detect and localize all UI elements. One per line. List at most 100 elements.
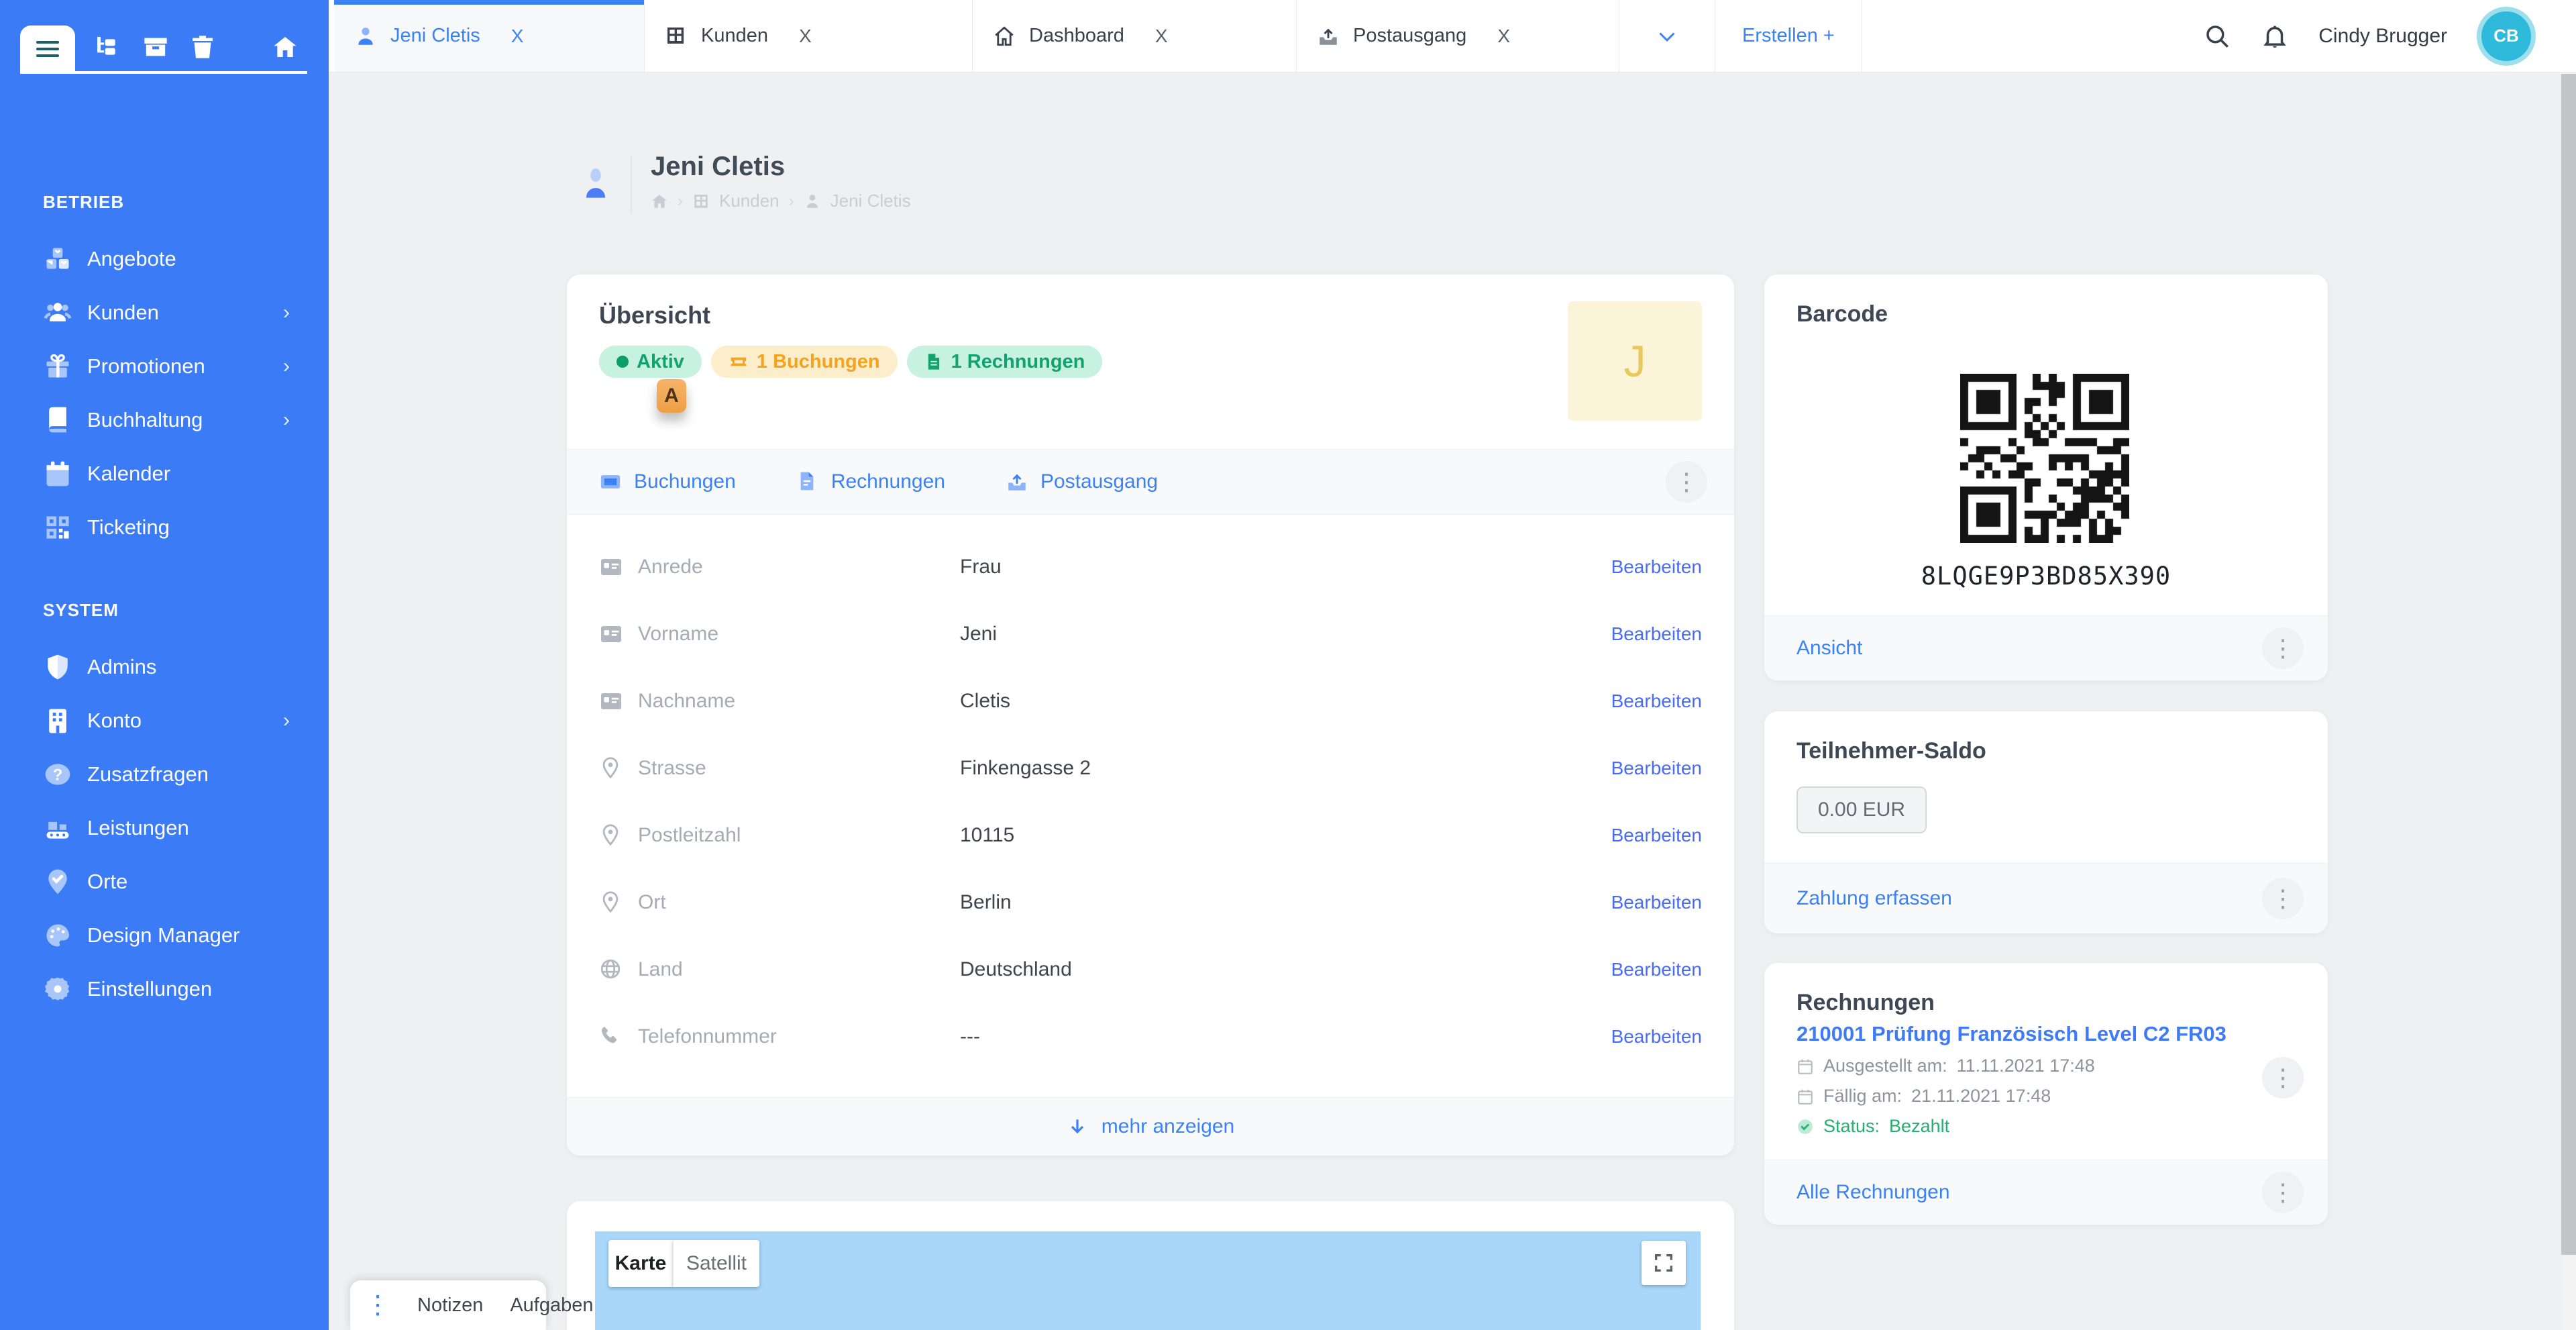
close-icon[interactable]: X <box>799 25 812 46</box>
show-more-link[interactable]: mehr anzeigen <box>1101 1115 1235 1137</box>
overview-tabs: Buchungen Rechnungen Postausgang ⋮ <box>567 449 1734 515</box>
kebab-menu-button[interactable]: ⋮ <box>1666 461 1707 503</box>
avatar[interactable]: CB <box>2477 6 2536 66</box>
edit-button[interactable]: Bearbeiten <box>1611 758 1702 778</box>
edit-button[interactable]: Bearbeiten <box>1611 825 1702 846</box>
tree-view-icon[interactable] <box>94 34 121 60</box>
kebab-menu-button[interactable]: ⋮ <box>2262 1057 2304 1098</box>
invoice-link[interactable]: 210001 Prüfung Französisch Level C2 FR03 <box>1796 1022 2226 1045</box>
archive-icon[interactable] <box>142 34 169 60</box>
due-row: Fällig am: 21.11.2021 17:48 <box>1796 1086 2095 1107</box>
close-icon[interactable]: X <box>511 25 524 46</box>
tab-postausgang[interactable]: Postausgang <box>1006 470 1158 493</box>
edit-button[interactable]: Bearbeiten <box>1611 1026 1702 1047</box>
all-invoices-link[interactable]: Alle Rechnungen <box>1796 1181 1950 1203</box>
section-label-betrieb: BETRIEB <box>43 192 125 212</box>
tab-postausgang[interactable]: Postausgang X <box>1297 0 1619 72</box>
question-icon: ? <box>43 760 72 789</box>
breadcrumb-kunden[interactable]: Kunden <box>719 191 780 211</box>
sidebar-item-label: Angebote <box>87 247 176 270</box>
sidebar-item-promotionen[interactable]: Promotionen › <box>0 340 329 393</box>
sidebar-header <box>0 0 329 74</box>
hamburger-menu-button[interactable] <box>20 25 75 72</box>
check-circle-icon <box>1796 1118 1814 1135</box>
edit-button[interactable]: Bearbeiten <box>1611 959 1702 980</box>
record-payment-link[interactable]: Zahlung erfassen <box>1796 887 1952 909</box>
sidebar-item-orte[interactable]: Orte <box>0 855 329 909</box>
edit-button[interactable]: Bearbeiten <box>1611 556 1702 577</box>
invoices-title: Rechnungen <box>1796 990 1935 1015</box>
section-label-system: SYSTEM <box>43 600 119 620</box>
edit-button[interactable]: Bearbeiten <box>1611 690 1702 711</box>
edit-button[interactable]: Bearbeiten <box>1611 892 1702 913</box>
pin-check-icon <box>43 867 72 897</box>
chevron-right-icon: › <box>283 409 290 431</box>
kebab-menu-button[interactable]: ⋮ <box>2262 878 2304 919</box>
sidebar-item-einstellungen[interactable]: Einstellungen <box>0 962 329 1016</box>
customer-initial-avatar: J <box>1568 301 1702 421</box>
tab-rechnungen[interactable]: Rechnungen <box>796 470 945 493</box>
field-row-ort: Ort Berlin Bearbeiten <box>567 869 1734 936</box>
status-row: Status: Bezahlt <box>1796 1116 2095 1137</box>
home-icon[interactable] <box>651 193 668 210</box>
kebab-menu-button[interactable]: ⋮ <box>2262 627 2304 669</box>
sidebar-item-konto[interactable]: Konto › <box>0 694 329 748</box>
tab-buchungen[interactable]: Buchungen <box>599 470 736 493</box>
field-row-strasse: Strasse Finkengasse 2 Bearbeiten <box>567 735 1734 802</box>
satellite-layer-button[interactable]: Satellit <box>673 1240 759 1287</box>
sidebar-item-ticketing[interactable]: Ticketing <box>0 501 329 554</box>
dock-item-aufgaben[interactable]: Aufgaben <box>510 1294 594 1316</box>
id-card-icon <box>599 689 623 713</box>
home-icon <box>993 25 1016 48</box>
close-icon[interactable]: X <box>1497 25 1510 46</box>
map-canvas[interactable]: Karte Satellit <box>595 1231 1701 1330</box>
field-row-postleitzahl: Postleitzahl 10115 Bearbeiten <box>567 802 1734 869</box>
view-link[interactable]: Ansicht <box>1796 637 1863 659</box>
tab-kunden[interactable]: Kunden X <box>645 0 973 72</box>
sidebar-item-kunden[interactable]: Kunden › <box>0 286 329 340</box>
gift-icon <box>43 352 72 381</box>
tab-dashboard[interactable]: Dashboard X <box>973 0 1297 72</box>
sidebar-item-zusatzfragen[interactable]: ? Zusatzfragen <box>0 748 329 801</box>
user-name[interactable]: Cindy Brugger <box>2318 24 2447 47</box>
sidebar-item-angebote[interactable]: Angebote <box>0 232 329 286</box>
status-dot-icon <box>616 356 629 368</box>
breadcrumb: › Kunden › Jeni Cletis <box>651 191 911 211</box>
sidebar-item-label: Einstellungen <box>87 977 213 1001</box>
conveyor-icon <box>43 813 72 843</box>
show-more-bar[interactable]: mehr anzeigen <box>567 1097 1734 1156</box>
sidebar-item-design-manager[interactable]: Design Manager <box>0 909 329 962</box>
map-layer-button[interactable]: Karte <box>608 1240 673 1287</box>
sidebar-item-buchhaltung[interactable]: Buchhaltung › <box>0 393 329 447</box>
assignee-marker[interactable]: A <box>657 379 686 413</box>
tab-dropdown-button[interactable] <box>1619 0 1715 72</box>
home-icon[interactable] <box>272 34 299 60</box>
sidebar-item-label: Orte <box>87 870 128 893</box>
sidebar-item-label: Promotionen <box>87 354 205 378</box>
bell-icon[interactable] <box>2261 22 2289 50</box>
scrollbar[interactable] <box>2561 72 2576 1330</box>
badge-rechnungen: 1 Rechnungen <box>906 346 1103 378</box>
grid-icon <box>665 25 688 48</box>
scrollbar-thumb[interactable] <box>2561 74 2576 1255</box>
phone-icon <box>599 1025 623 1049</box>
tab-jeni-cletis[interactable]: Jeni Cletis X <box>334 0 645 72</box>
edit-button[interactable]: Bearbeiten <box>1611 623 1702 644</box>
breadcrumb-separator: › <box>678 191 683 210</box>
fullscreen-button[interactable] <box>1642 1241 1686 1285</box>
dock-item-notizen[interactable]: Notizen <box>417 1294 484 1316</box>
close-icon[interactable]: X <box>1155 25 1168 46</box>
barcode-card: Barcode 8LQGE9P3BD85X390 Ansicht ⋮ <box>1764 274 2328 680</box>
sidebar-item-label: Admins <box>87 655 157 678</box>
sidebar-item-kalender[interactable]: Kalender <box>0 447 329 501</box>
create-button[interactable]: Erstellen + <box>1715 0 1862 72</box>
page-header: Jeni Cletis › Kunden › Jeni Cletis <box>578 152 911 213</box>
sidebar-item-admins[interactable]: Admins <box>0 640 329 694</box>
search-icon[interactable] <box>2203 22 2231 50</box>
kebab-menu-button[interactable]: ⋮ <box>2262 1172 2304 1213</box>
sidebar-item-label: Zusatzfragen <box>87 762 209 786</box>
sidebar-item-leistungen[interactable]: Leistungen <box>0 801 329 855</box>
trash-icon[interactable] <box>189 34 216 60</box>
id-card-icon <box>599 622 623 646</box>
page-title: Jeni Cletis <box>651 152 786 181</box>
